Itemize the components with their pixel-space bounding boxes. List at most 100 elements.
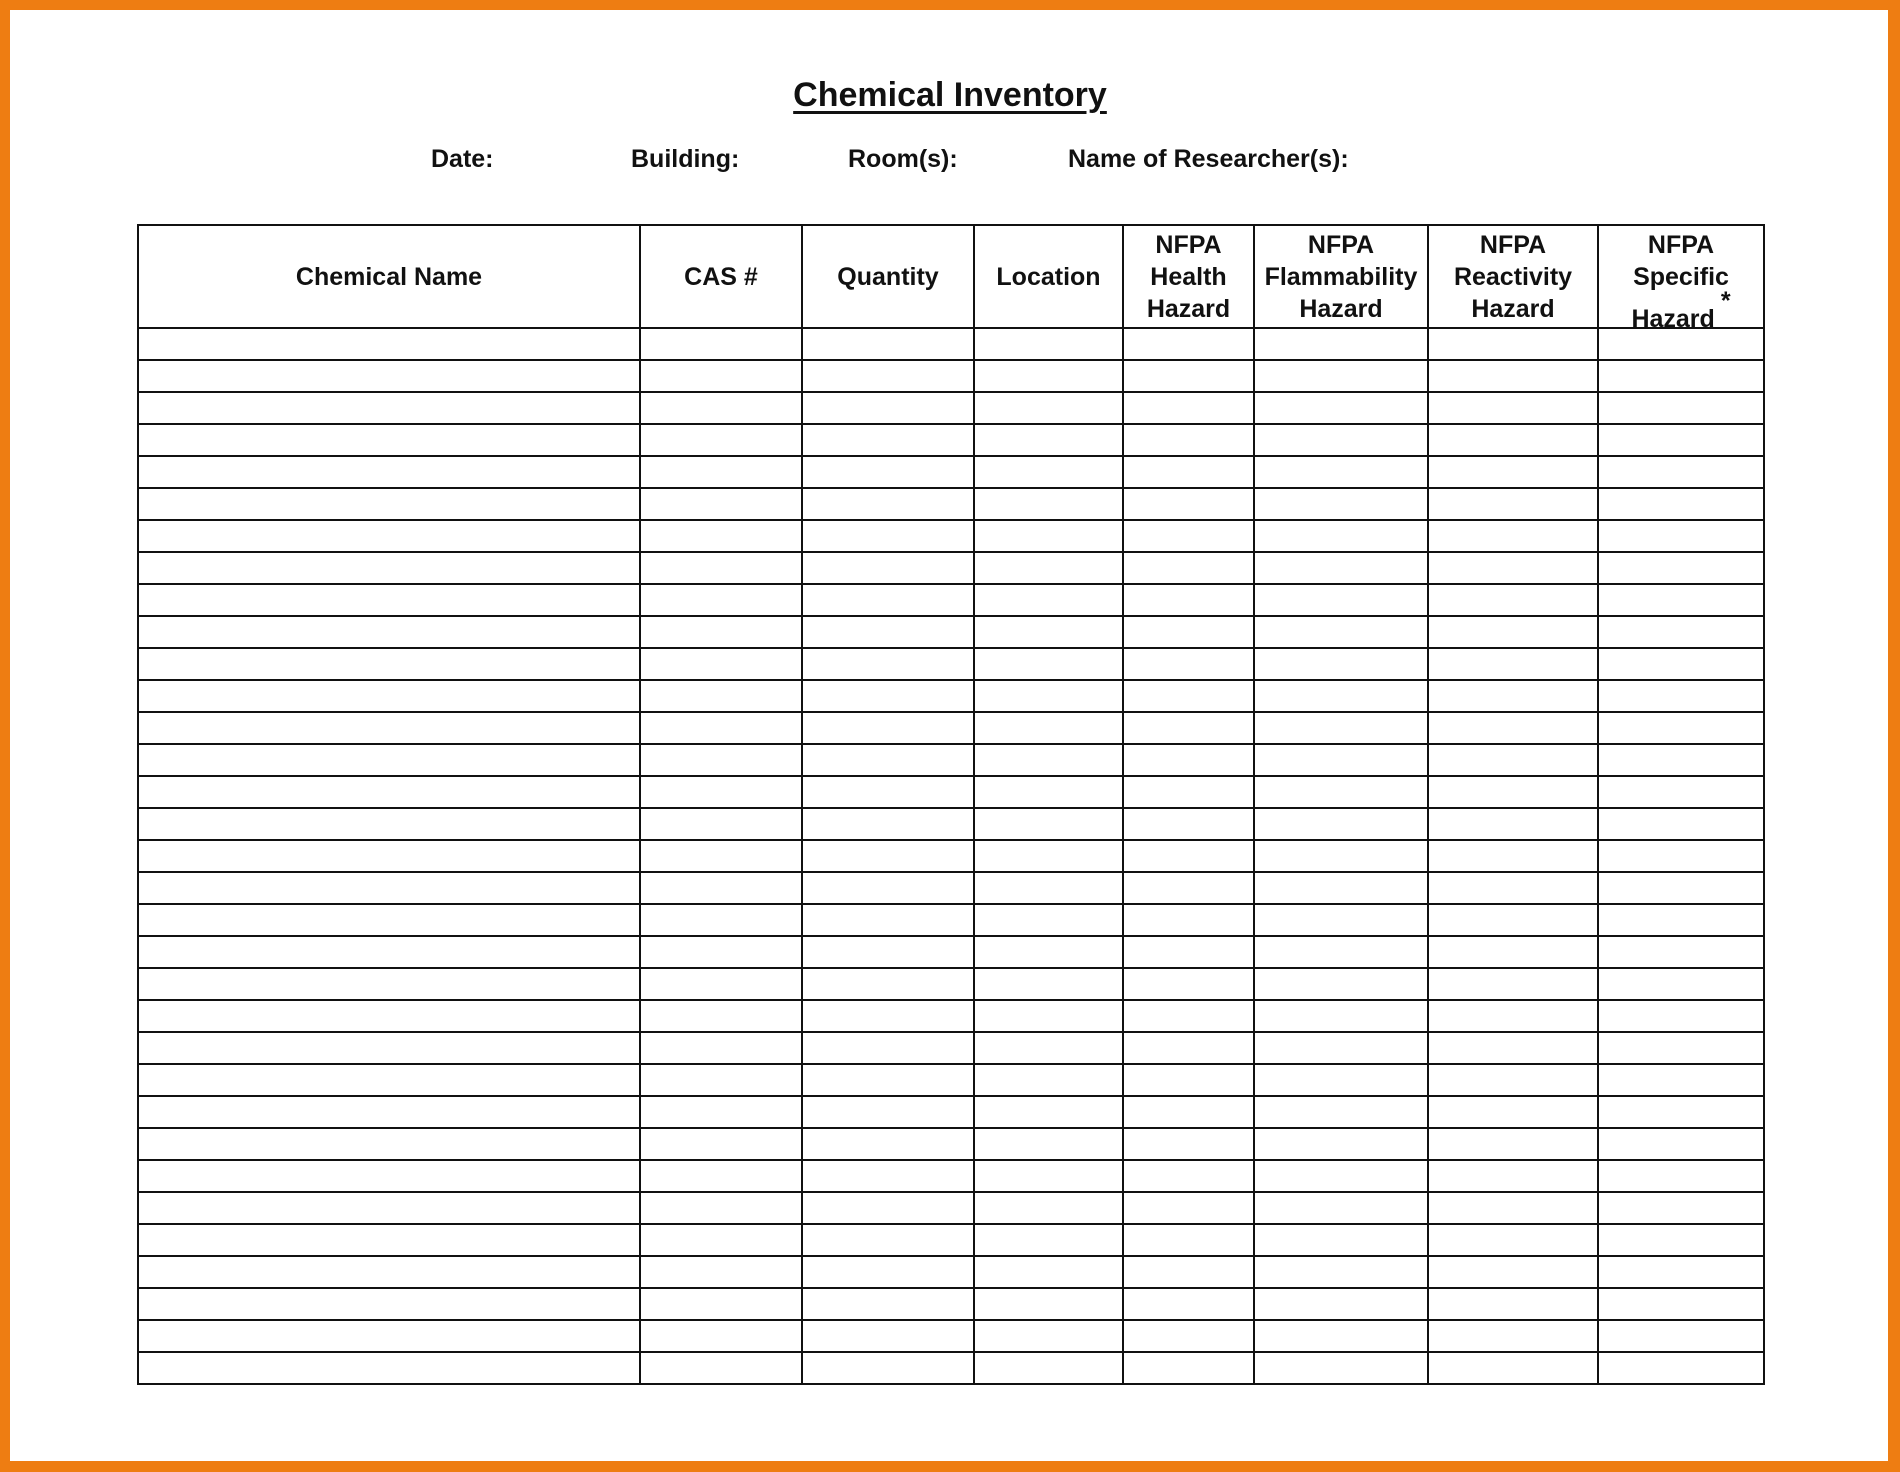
table-cell[interactable]	[1253, 615, 1429, 649]
table-cell[interactable]	[1597, 647, 1765, 681]
table-cell[interactable]	[1597, 359, 1765, 393]
table-cell[interactable]	[1427, 903, 1599, 937]
table-cell[interactable]	[1122, 615, 1255, 649]
table-cell[interactable]	[1427, 679, 1599, 713]
table-cell[interactable]	[137, 1287, 641, 1321]
table-cell[interactable]	[1597, 1255, 1765, 1289]
table-cell[interactable]	[639, 1223, 803, 1257]
table-cell[interactable]	[1253, 391, 1429, 425]
table-cell[interactable]	[1427, 839, 1599, 873]
table-cell[interactable]	[639, 391, 803, 425]
table-cell[interactable]	[1427, 743, 1599, 777]
table-cell[interactable]	[1597, 711, 1765, 745]
table-cell[interactable]	[1597, 743, 1765, 777]
table-cell[interactable]	[973, 1255, 1124, 1289]
table-cell[interactable]	[1597, 487, 1765, 521]
table-cell[interactable]	[973, 1031, 1124, 1065]
table-cell[interactable]	[973, 1319, 1124, 1353]
table-cell[interactable]	[1597, 1095, 1765, 1129]
table-cell[interactable]	[801, 711, 975, 745]
table-cell[interactable]	[1122, 1095, 1255, 1129]
table-cell[interactable]	[1122, 1063, 1255, 1097]
table-cell[interactable]	[1427, 807, 1599, 841]
table-cell[interactable]	[1253, 487, 1429, 521]
table-cell[interactable]	[639, 583, 803, 617]
table-cell[interactable]	[1427, 615, 1599, 649]
table-cell[interactable]	[1597, 1063, 1765, 1097]
table-cell[interactable]	[1122, 1351, 1255, 1385]
table-cell[interactable]	[1122, 1255, 1255, 1289]
table-cell[interactable]	[137, 1063, 641, 1097]
table-cell[interactable]	[639, 327, 803, 361]
table-cell[interactable]	[801, 359, 975, 393]
table-cell[interactable]	[1122, 1223, 1255, 1257]
table-cell[interactable]	[801, 1127, 975, 1161]
table-cell[interactable]	[1122, 711, 1255, 745]
table-cell[interactable]	[1122, 487, 1255, 521]
table-cell[interactable]	[1597, 807, 1765, 841]
table-cell[interactable]	[1122, 423, 1255, 457]
table-cell[interactable]	[137, 1319, 641, 1353]
table-cell[interactable]	[801, 999, 975, 1033]
table-cell[interactable]	[973, 551, 1124, 585]
table-cell[interactable]	[1427, 1351, 1599, 1385]
table-cell[interactable]	[137, 871, 641, 905]
table-cell[interactable]	[1253, 1319, 1429, 1353]
table-cell[interactable]	[1427, 1223, 1599, 1257]
table-cell[interactable]	[1122, 999, 1255, 1033]
table-cell[interactable]	[639, 903, 803, 937]
table-cell[interactable]	[1427, 1159, 1599, 1193]
table-cell[interactable]	[639, 839, 803, 873]
table-cell[interactable]	[973, 1095, 1124, 1129]
table-cell[interactable]	[973, 775, 1124, 809]
table-cell[interactable]	[1253, 999, 1429, 1033]
table-cell[interactable]	[137, 1351, 641, 1385]
table-cell[interactable]	[639, 423, 803, 457]
table-cell[interactable]	[1597, 583, 1765, 617]
table-cell[interactable]	[801, 1287, 975, 1321]
table-cell[interactable]	[137, 1095, 641, 1129]
table-cell[interactable]	[801, 807, 975, 841]
table-cell[interactable]	[639, 455, 803, 489]
table-cell[interactable]	[639, 775, 803, 809]
table-cell[interactable]	[1427, 1191, 1599, 1225]
table-cell[interactable]	[1253, 519, 1429, 553]
table-cell[interactable]	[973, 935, 1124, 969]
table-cell[interactable]	[1122, 647, 1255, 681]
table-cell[interactable]	[137, 775, 641, 809]
table-cell[interactable]	[1122, 679, 1255, 713]
table-cell[interactable]	[137, 551, 641, 585]
table-cell[interactable]	[1122, 1319, 1255, 1353]
table-cell[interactable]	[973, 807, 1124, 841]
table-cell[interactable]	[639, 1287, 803, 1321]
table-cell[interactable]	[639, 487, 803, 521]
table-cell[interactable]	[1253, 711, 1429, 745]
table-cell[interactable]	[973, 999, 1124, 1033]
table-cell[interactable]	[801, 583, 975, 617]
table-cell[interactable]	[639, 743, 803, 777]
table-cell[interactable]	[137, 1255, 641, 1289]
table-cell[interactable]	[973, 1191, 1124, 1225]
table-cell[interactable]	[137, 999, 641, 1033]
table-cell[interactable]	[639, 679, 803, 713]
table-cell[interactable]	[137, 935, 641, 969]
table-cell[interactable]	[137, 743, 641, 777]
table-cell[interactable]	[973, 327, 1124, 361]
table-cell[interactable]	[137, 1127, 641, 1161]
table-cell[interactable]	[639, 647, 803, 681]
table-cell[interactable]	[1253, 839, 1429, 873]
table-cell[interactable]	[973, 423, 1124, 457]
table-cell[interactable]	[1597, 1287, 1765, 1321]
table-cell[interactable]	[137, 615, 641, 649]
table-cell[interactable]	[639, 1127, 803, 1161]
table-cell[interactable]	[801, 679, 975, 713]
table-cell[interactable]	[1122, 807, 1255, 841]
table-cell[interactable]	[1253, 551, 1429, 585]
table-cell[interactable]	[1597, 839, 1765, 873]
table-cell[interactable]	[1122, 519, 1255, 553]
table-cell[interactable]	[639, 1319, 803, 1353]
table-cell[interactable]	[1427, 1127, 1599, 1161]
table-cell[interactable]	[973, 487, 1124, 521]
table-cell[interactable]	[137, 327, 641, 361]
table-cell[interactable]	[639, 1095, 803, 1129]
